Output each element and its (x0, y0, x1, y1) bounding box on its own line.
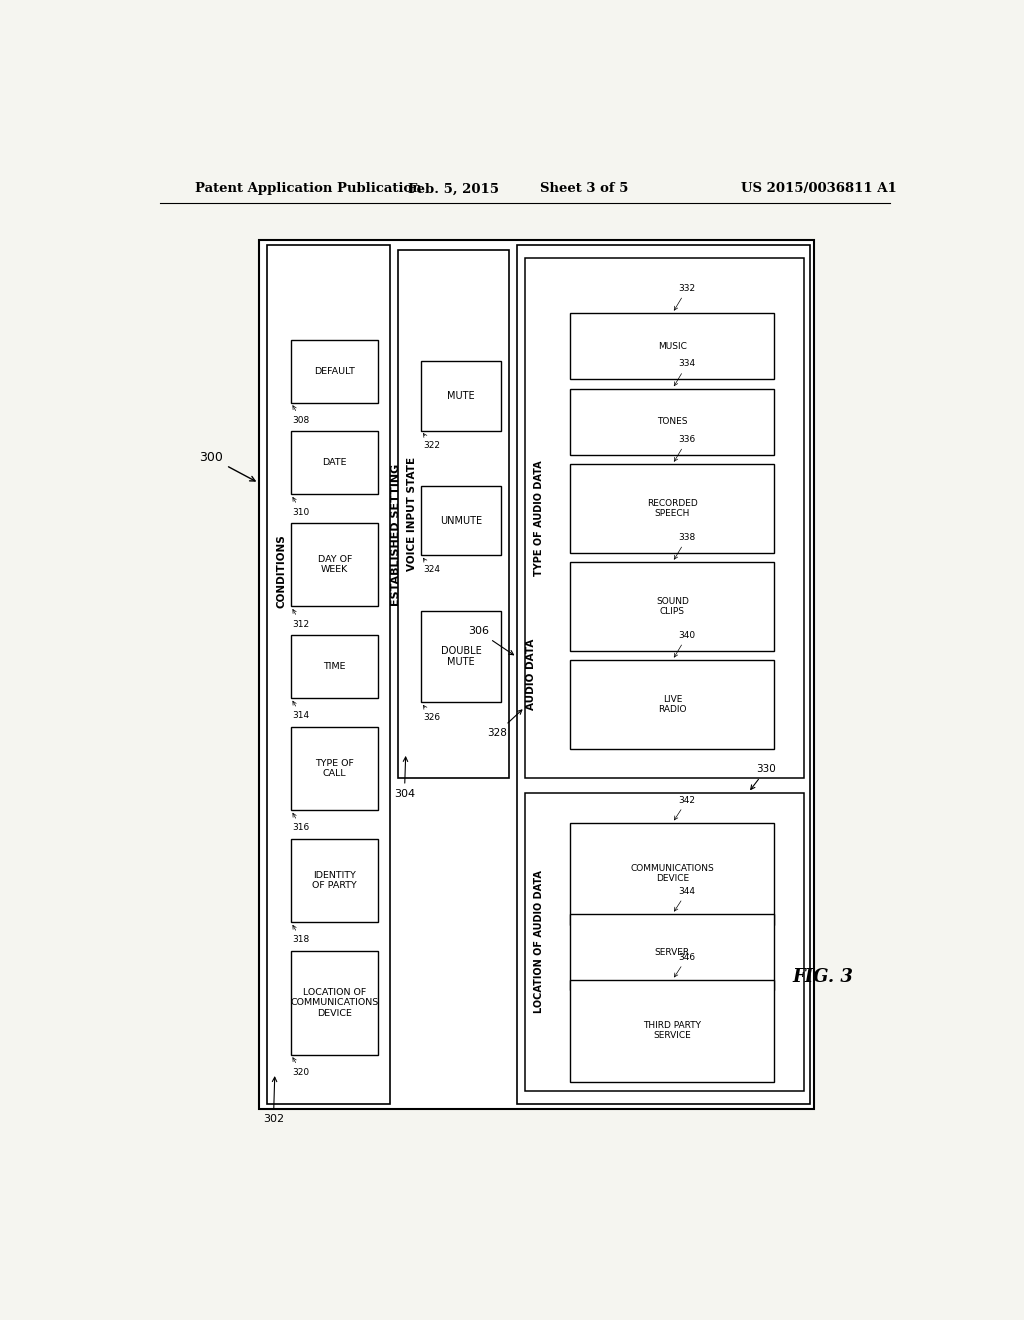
Text: DATE: DATE (323, 458, 347, 467)
Bar (570, 979, 774, 1081)
Bar (570, 913, 774, 990)
Text: VOICE INPUT STATE: VOICE INPUT STATE (408, 457, 417, 572)
Bar (570, 822, 774, 924)
Bar (570, 660, 774, 748)
Text: 308: 308 (293, 405, 310, 425)
Bar (524, 257, 804, 779)
Text: 306: 306 (468, 626, 513, 655)
Text: 316: 316 (293, 813, 310, 833)
Text: 304: 304 (394, 756, 415, 799)
Bar (259, 240, 814, 1109)
Bar (291, 635, 379, 698)
Text: 326: 326 (423, 705, 440, 722)
Text: 344: 344 (675, 887, 695, 911)
Text: SERVER: SERVER (654, 948, 690, 957)
Text: TYPE OF AUDIO DATA: TYPE OF AUDIO DATA (535, 461, 544, 576)
Text: 338: 338 (674, 533, 696, 560)
Text: MUTE: MUTE (447, 391, 475, 401)
Text: TONES: TONES (657, 417, 688, 426)
Bar (267, 244, 390, 1104)
Bar (291, 950, 379, 1055)
Text: LOCATION OF
COMMUNICATIONS
DEVICE: LOCATION OF COMMUNICATIONS DEVICE (291, 987, 379, 1018)
Text: 322: 322 (423, 433, 440, 450)
Text: IDENTITY
OF PARTY: IDENTITY OF PARTY (312, 871, 357, 890)
Bar (291, 339, 379, 403)
Text: DEFAULT: DEFAULT (314, 367, 355, 376)
Text: AUDIO DATA: AUDIO DATA (526, 639, 537, 710)
Text: 332: 332 (674, 284, 696, 310)
Bar (421, 486, 502, 556)
Text: 302: 302 (263, 1077, 284, 1123)
Text: ESTABLISHED SETTING: ESTABLISHED SETTING (391, 463, 401, 606)
Bar (570, 465, 774, 553)
Text: LIVE
RADIO: LIVE RADIO (658, 694, 687, 714)
Text: 324: 324 (423, 558, 440, 574)
Bar (397, 249, 509, 779)
Text: 342: 342 (675, 796, 695, 820)
Text: 320: 320 (293, 1057, 310, 1077)
Text: TYPE OF
CALL: TYPE OF CALL (315, 759, 354, 779)
Text: 330: 330 (751, 764, 776, 789)
Bar (291, 840, 379, 923)
Text: CONDITIONS: CONDITIONS (276, 535, 286, 609)
Text: US 2015/0036811 A1: US 2015/0036811 A1 (740, 182, 896, 195)
Bar (291, 727, 379, 810)
Text: Feb. 5, 2015: Feb. 5, 2015 (408, 182, 499, 195)
Text: THIRD PARTY
SERVICE: THIRD PARTY SERVICE (643, 1022, 701, 1040)
Text: 346: 346 (675, 953, 696, 977)
Bar (291, 432, 379, 494)
Text: SOUND
CLIPS: SOUND CLIPS (656, 597, 689, 616)
Bar (421, 362, 502, 430)
Text: 314: 314 (293, 701, 310, 721)
Text: 312: 312 (293, 610, 310, 628)
Bar (517, 244, 811, 1104)
Text: 336: 336 (674, 436, 696, 461)
Text: Sheet 3 of 5: Sheet 3 of 5 (540, 182, 629, 195)
Bar (421, 611, 502, 702)
Bar (570, 562, 774, 651)
Text: 340: 340 (674, 631, 696, 657)
Bar (570, 313, 774, 379)
Bar (524, 792, 804, 1092)
Text: 328: 328 (487, 710, 522, 738)
Bar (291, 523, 379, 606)
Text: TIME: TIME (324, 663, 346, 671)
Text: LOCATION OF AUDIO DATA: LOCATION OF AUDIO DATA (535, 871, 544, 1014)
Text: MUSIC: MUSIC (658, 342, 687, 351)
Text: DAY OF
WEEK: DAY OF WEEK (317, 554, 352, 574)
Text: UNMUTE: UNMUTE (440, 516, 482, 525)
Text: 310: 310 (293, 498, 310, 516)
Text: 334: 334 (674, 359, 696, 385)
Text: 300: 300 (200, 451, 255, 480)
Text: 318: 318 (293, 925, 310, 944)
Text: Patent Application Publication: Patent Application Publication (196, 182, 422, 195)
Text: FIG. 3: FIG. 3 (792, 968, 853, 986)
Bar (570, 389, 774, 455)
Text: RECORDED
SPEECH: RECORDED SPEECH (647, 499, 697, 519)
Text: COMMUNICATIONS
DEVICE: COMMUNICATIONS DEVICE (631, 865, 715, 883)
Text: DOUBLE
MUTE: DOUBLE MUTE (441, 645, 481, 668)
